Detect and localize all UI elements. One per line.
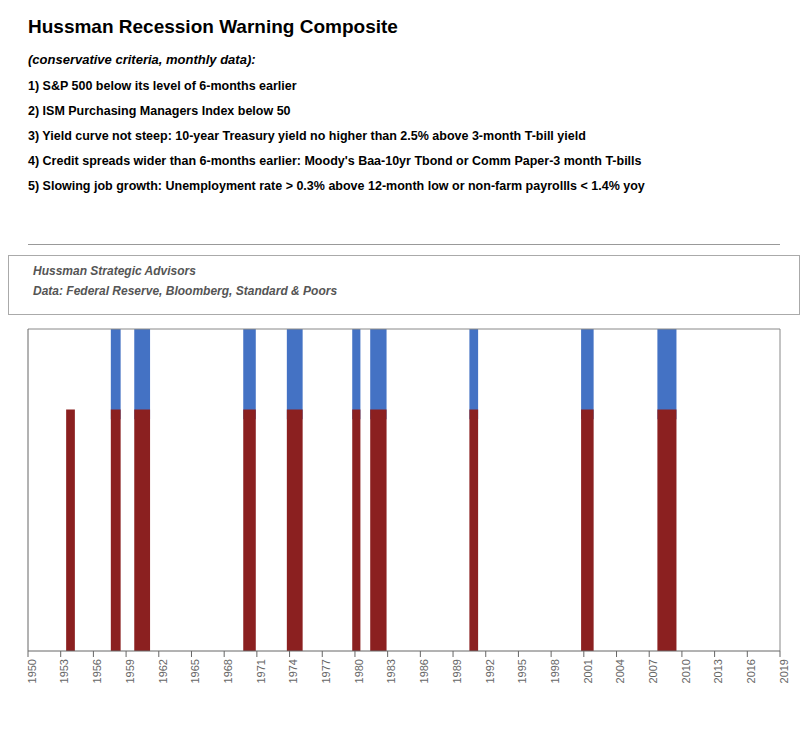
html-text:Hussman Strategic Advisors: Hussman Strategic Advisors: [33, 264, 196, 278]
svg-text:2016: 2016: [745, 659, 757, 683]
svg-text:1968: 1968: [222, 659, 234, 683]
html-text:(conservative criteria, monthl: (conservative criteria, monthly data):: [28, 52, 256, 67]
svg-text:1950: 1950: [26, 659, 38, 683]
html-text:2) ISM Purchasing Managers Ind: 2) ISM Purchasing Managers Index below 5…: [28, 104, 291, 118]
svg-text:1959: 1959: [124, 659, 136, 683]
html-text:4) Credit spreads wider than 6: 4) Credit spreads wider than 6-months ea…: [28, 154, 642, 168]
svg-text:1956: 1956: [91, 659, 103, 683]
svg-text:2019: 2019: [778, 659, 790, 683]
html-text:Hussman Recession Warning Comp: Hussman Recession Warning Composite: [28, 16, 398, 37]
svg-text:1974: 1974: [287, 659, 299, 683]
svg-text:2001: 2001: [582, 659, 594, 683]
svg-text:1965: 1965: [189, 659, 201, 683]
html-text:Data: Federal Reserve, Bloombe: Data: Federal Reserve, Bloomberg, Standa…: [33, 284, 338, 298]
svg-text:2013: 2013: [712, 659, 724, 683]
svg-text:1980: 1980: [353, 659, 365, 683]
svg-text:1977: 1977: [320, 659, 332, 683]
html-text:3) Yield curve not steep: 10-y: 3) Yield curve not steep: 10-year Treasu…: [28, 129, 586, 143]
svg-text:1971: 1971: [255, 659, 267, 683]
svg-text:2004: 2004: [614, 659, 626, 683]
svg-text:1989: 1989: [451, 659, 463, 683]
svg-text:1962: 1962: [157, 659, 169, 683]
svg-text:2007: 2007: [647, 659, 659, 683]
html-text:5) Slowing job growth: Unemplo: 5) Slowing job growth: Unemployment rate…: [28, 179, 645, 193]
svg-text:1995: 1995: [516, 659, 528, 683]
svg-text:2010: 2010: [680, 659, 692, 683]
svg-text:1953: 1953: [59, 659, 71, 683]
svg-text:1992: 1992: [484, 659, 496, 683]
svg-text:1983: 1983: [385, 659, 397, 683]
svg-text:1986: 1986: [418, 659, 430, 683]
html-text:1) S&P 500 below its level of: 1) S&P 500 below its level of 6-months e…: [28, 79, 297, 93]
svg-text:1998: 1998: [549, 659, 561, 683]
